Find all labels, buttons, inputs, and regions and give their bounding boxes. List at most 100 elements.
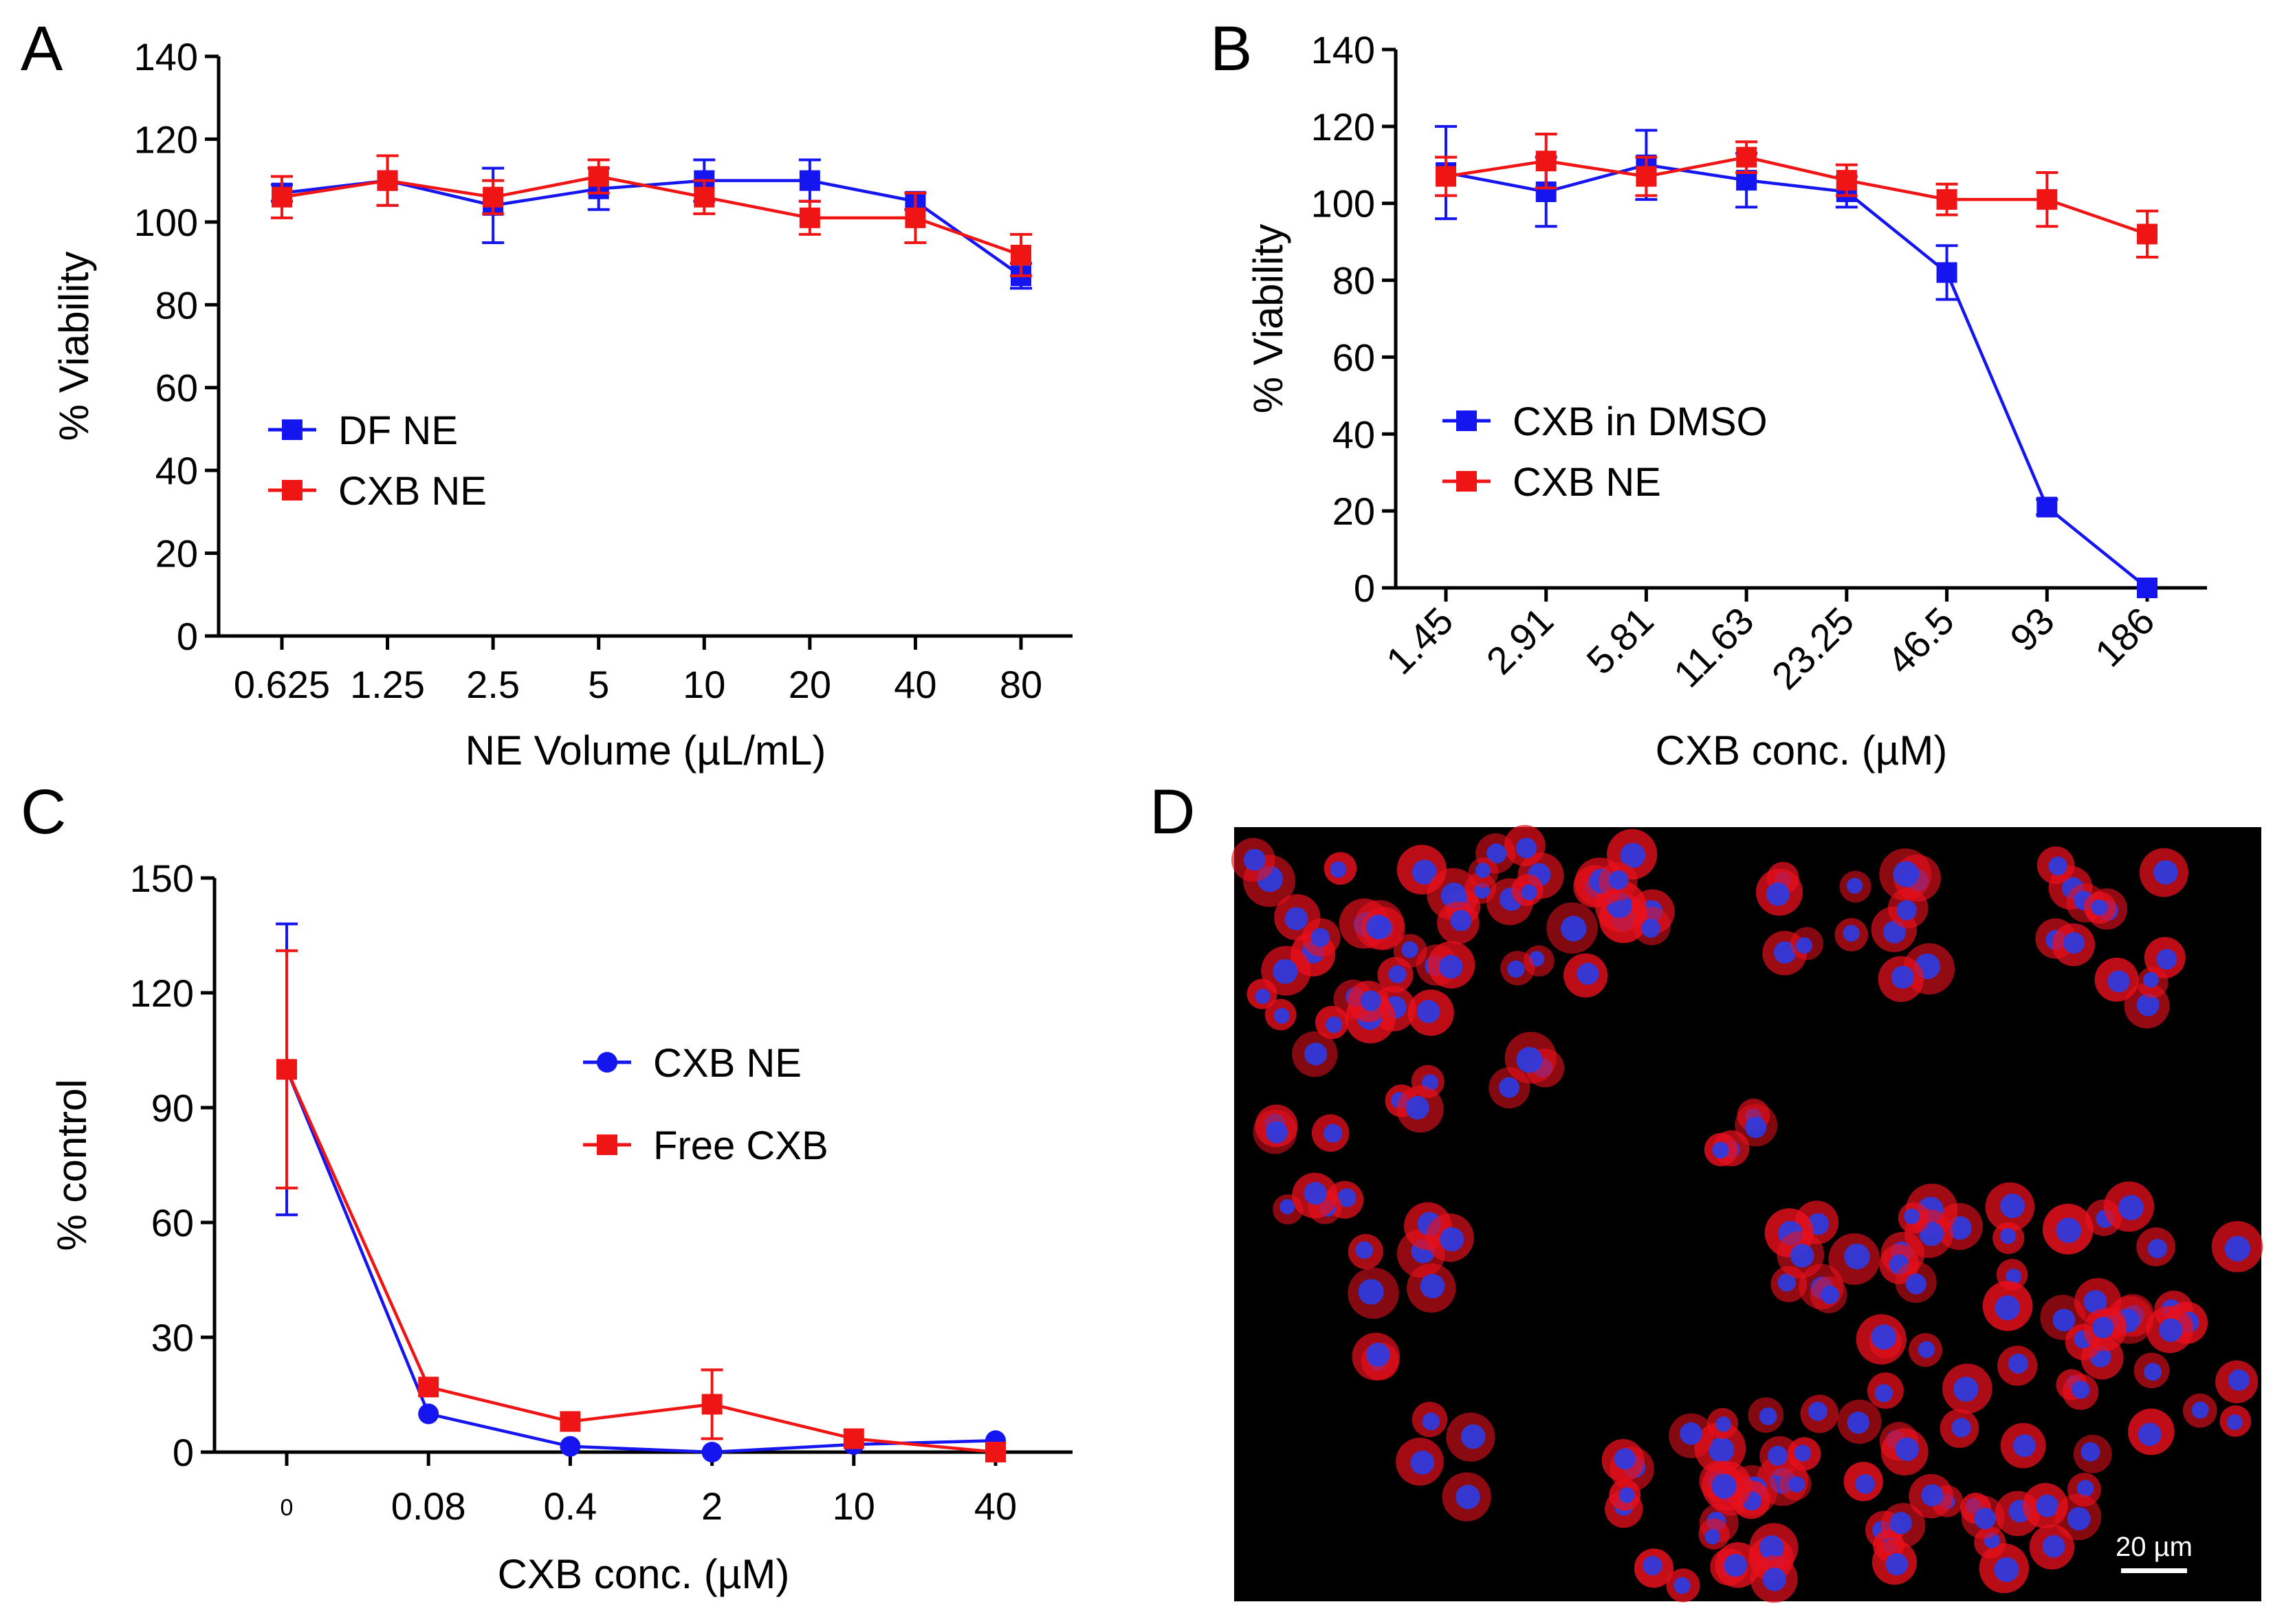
panel-a-y-tick-label: 100 <box>134 201 198 244</box>
panel-a-y-tick-label: 60 <box>155 366 198 410</box>
panel-a-y-tick-label: 0 <box>177 615 198 658</box>
cell-nucleus <box>1808 1401 1827 1421</box>
cell-nucleus <box>1337 1188 1357 1207</box>
panel-b-x-tick-label: 11.63 <box>1665 599 1762 696</box>
data-point <box>2137 578 2157 598</box>
cell-nucleus <box>1745 1117 1767 1139</box>
panel-a-y-tick-label: 20 <box>155 532 198 575</box>
cell-nucleus <box>2136 993 2160 1017</box>
panel-c-legend-label: Free CXB <box>653 1123 828 1168</box>
panel-a-y-axis-title: % Viability <box>51 252 97 441</box>
panel-c-chart: C 0 30 60 90 120 150 0 0.08 0.4 2 10 40 CXB conc. (µM… <box>21 777 1073 1597</box>
data-point <box>1836 170 1857 191</box>
cell-nucleus <box>1422 1412 1440 1431</box>
data-point <box>1636 166 1657 187</box>
cell-nucleus <box>1360 990 1381 1011</box>
cell-nucleus <box>2036 1494 2059 1517</box>
cell-nucleus <box>1871 1324 1897 1350</box>
cell-nucleus <box>1788 1476 1805 1493</box>
cell-nucleus <box>1440 1227 1464 1252</box>
cell-nucleus <box>1794 1445 1812 1462</box>
cell-nucleus <box>1711 1473 1737 1499</box>
data-point <box>1436 166 1456 187</box>
cell-nucleus <box>2080 1442 2100 1462</box>
panel-a-legend-marker <box>282 480 303 501</box>
cell-nucleus <box>2008 1353 2029 1374</box>
panel-a-x-axis-title: NE Volume (µL/mL) <box>465 727 826 773</box>
cell-nucleus <box>1618 1487 1635 1504</box>
panel-a-x-tick-label: 40 <box>894 663 936 706</box>
panel-d-letter: D <box>1150 777 1195 847</box>
cell-nucleus <box>1401 941 1418 958</box>
data-point <box>701 1394 723 1415</box>
panel-c-x-tick-label: 2 <box>701 1484 723 1528</box>
panel-b-y-tick-label: 80 <box>1332 259 1375 303</box>
series-line <box>1445 155 2148 236</box>
cell-nucleus <box>1759 1535 1784 1560</box>
panel-a-x-tick-label: 1.25 <box>350 663 425 706</box>
cell-nucleus <box>1759 1407 1777 1425</box>
cell-nucleus <box>1773 941 1797 964</box>
cell-nucleus <box>1324 1123 1343 1143</box>
cell-nucleus <box>1951 1418 1971 1438</box>
cell-nucleus <box>1893 861 1920 888</box>
cell-nucleus <box>1486 843 1507 864</box>
scale-bar-label: 20 µm <box>2116 1532 2193 1562</box>
panel-c-y-tick-label: 150 <box>130 857 194 900</box>
panel-a-letter: A <box>21 14 63 84</box>
cell-nucleus <box>2072 1381 2090 1399</box>
data-point <box>1936 189 1957 210</box>
cell-nucleus <box>2063 932 2085 954</box>
panel-a-chart: A 0 20 40 60 80 100 120 140 0.625 1.25 2.5 5 10 20 40 80… <box>21 14 1073 773</box>
cell-nucleus <box>1680 1422 1702 1445</box>
panel-c-y-tick-label: 90 <box>151 1086 194 1130</box>
cell-nucleus <box>1475 862 1491 878</box>
cell-nucleus <box>2000 1228 2017 1244</box>
panel-b-x-tick-label: 23.25 <box>1764 599 1863 698</box>
cell-nucleus <box>1273 1008 1290 1024</box>
cell-nucleus <box>1355 1241 1374 1259</box>
cell-nucleus <box>1405 1096 1429 1120</box>
cell-nucleus <box>1790 1244 1814 1268</box>
data-point <box>1011 245 1031 266</box>
data-point <box>1535 151 1557 172</box>
panel-a-y-tick-label: 120 <box>134 118 198 161</box>
panel-c-y-tick-label: 120 <box>130 972 194 1015</box>
panel-b-x-tick-label: 2.91 <box>1478 599 1562 683</box>
micrograph-cells <box>1231 824 2263 1603</box>
cell-nucleus <box>2118 1194 2144 1220</box>
cell-nucleus <box>1821 1285 1840 1304</box>
cell-nucleus <box>1709 1437 1735 1463</box>
panel-c-y-tick-label: 0 <box>173 1431 194 1474</box>
cell-nucleus <box>1889 1511 1912 1535</box>
cell-nucleus <box>1521 884 1537 901</box>
cell-nucleus <box>1847 1411 1869 1434</box>
panel-c-x-tick-label: 0.08 <box>391 1484 466 1528</box>
panel-b-y-tick-label: 0 <box>1354 567 1375 610</box>
panel-b-y-tick-label: 40 <box>1332 413 1375 456</box>
data-point <box>985 1442 1006 1462</box>
panel-a-x-tick-label: 0.625 <box>234 663 330 706</box>
series-line <box>1445 163 2149 589</box>
series-line <box>281 175 1022 257</box>
cell-nucleus <box>1243 848 1266 871</box>
panel-a-legend-label: CXB NE <box>338 469 487 514</box>
panel-b-x-axis-title: CXB conc. (µM) <box>1656 727 1948 773</box>
cell-nucleus <box>1304 1042 1328 1066</box>
data-point <box>701 1442 723 1462</box>
cell-nucleus <box>1715 1416 1732 1432</box>
panel-c-x-tick-label: 40 <box>974 1484 1017 1528</box>
panel-b-x-tick-label: 1.45 <box>1378 599 1462 683</box>
data-point <box>2036 496 2058 518</box>
cell-nucleus <box>1326 1016 1343 1033</box>
data-point <box>905 207 926 228</box>
panel-c-y-tick-label: 30 <box>151 1316 194 1359</box>
cell-nucleus <box>2048 856 2067 876</box>
panel-c-x-tick-label: 10 <box>833 1484 875 1528</box>
panel-c-x-tick-label: 0 <box>281 1495 294 1521</box>
data-point <box>483 186 504 208</box>
cell-nucleus <box>1974 1507 1996 1530</box>
panel-a-x-tick-label: 10 <box>683 663 725 706</box>
panel-a-x-tick-label: 5 <box>588 663 609 706</box>
